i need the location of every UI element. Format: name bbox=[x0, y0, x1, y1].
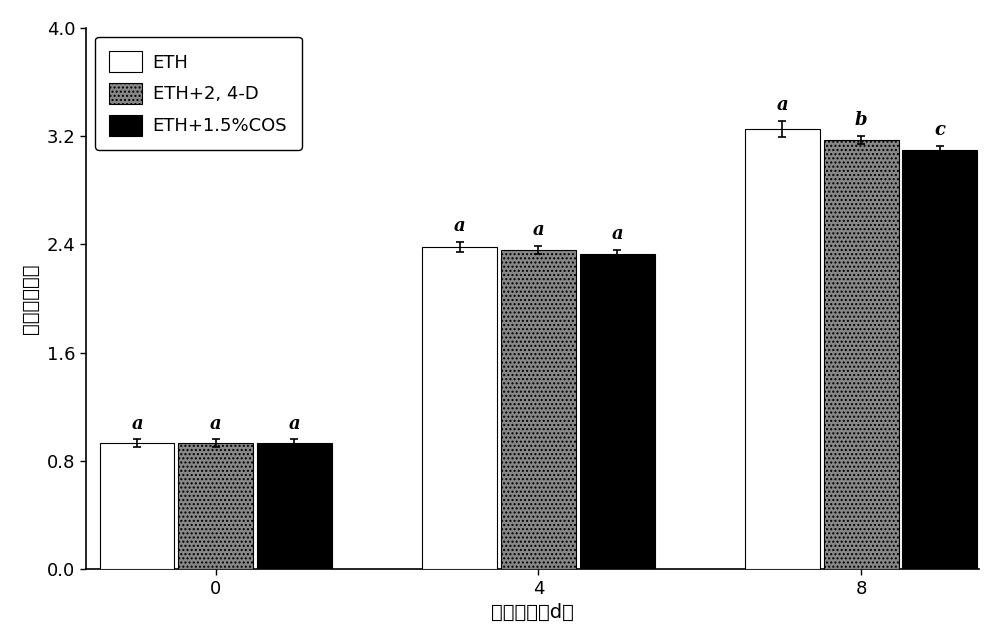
Text: a: a bbox=[533, 221, 544, 239]
Bar bbox=[100, 443, 174, 569]
Bar bbox=[422, 247, 497, 569]
Bar bbox=[580, 254, 655, 569]
Bar bbox=[824, 140, 899, 569]
Text: a: a bbox=[131, 415, 143, 433]
Text: a: a bbox=[454, 217, 466, 235]
Text: c: c bbox=[934, 121, 945, 139]
Bar bbox=[902, 150, 977, 569]
Bar bbox=[745, 129, 820, 569]
Legend: ETH, ETH+2, 4-D, ETH+1.5%COS: ETH, ETH+2, 4-D, ETH+1.5%COS bbox=[95, 37, 302, 150]
Bar bbox=[178, 443, 253, 569]
Text: a: a bbox=[289, 415, 300, 433]
Text: a: a bbox=[210, 415, 222, 433]
X-axis label: 贮藏时间（d）: 贮藏时间（d） bbox=[491, 603, 574, 622]
Bar bbox=[501, 249, 576, 569]
Bar bbox=[257, 443, 332, 569]
Y-axis label: 果蒂度变指数: 果蒂度变指数 bbox=[21, 263, 40, 334]
Text: a: a bbox=[611, 225, 623, 243]
Text: a: a bbox=[777, 96, 788, 114]
Text: b: b bbox=[855, 111, 867, 129]
